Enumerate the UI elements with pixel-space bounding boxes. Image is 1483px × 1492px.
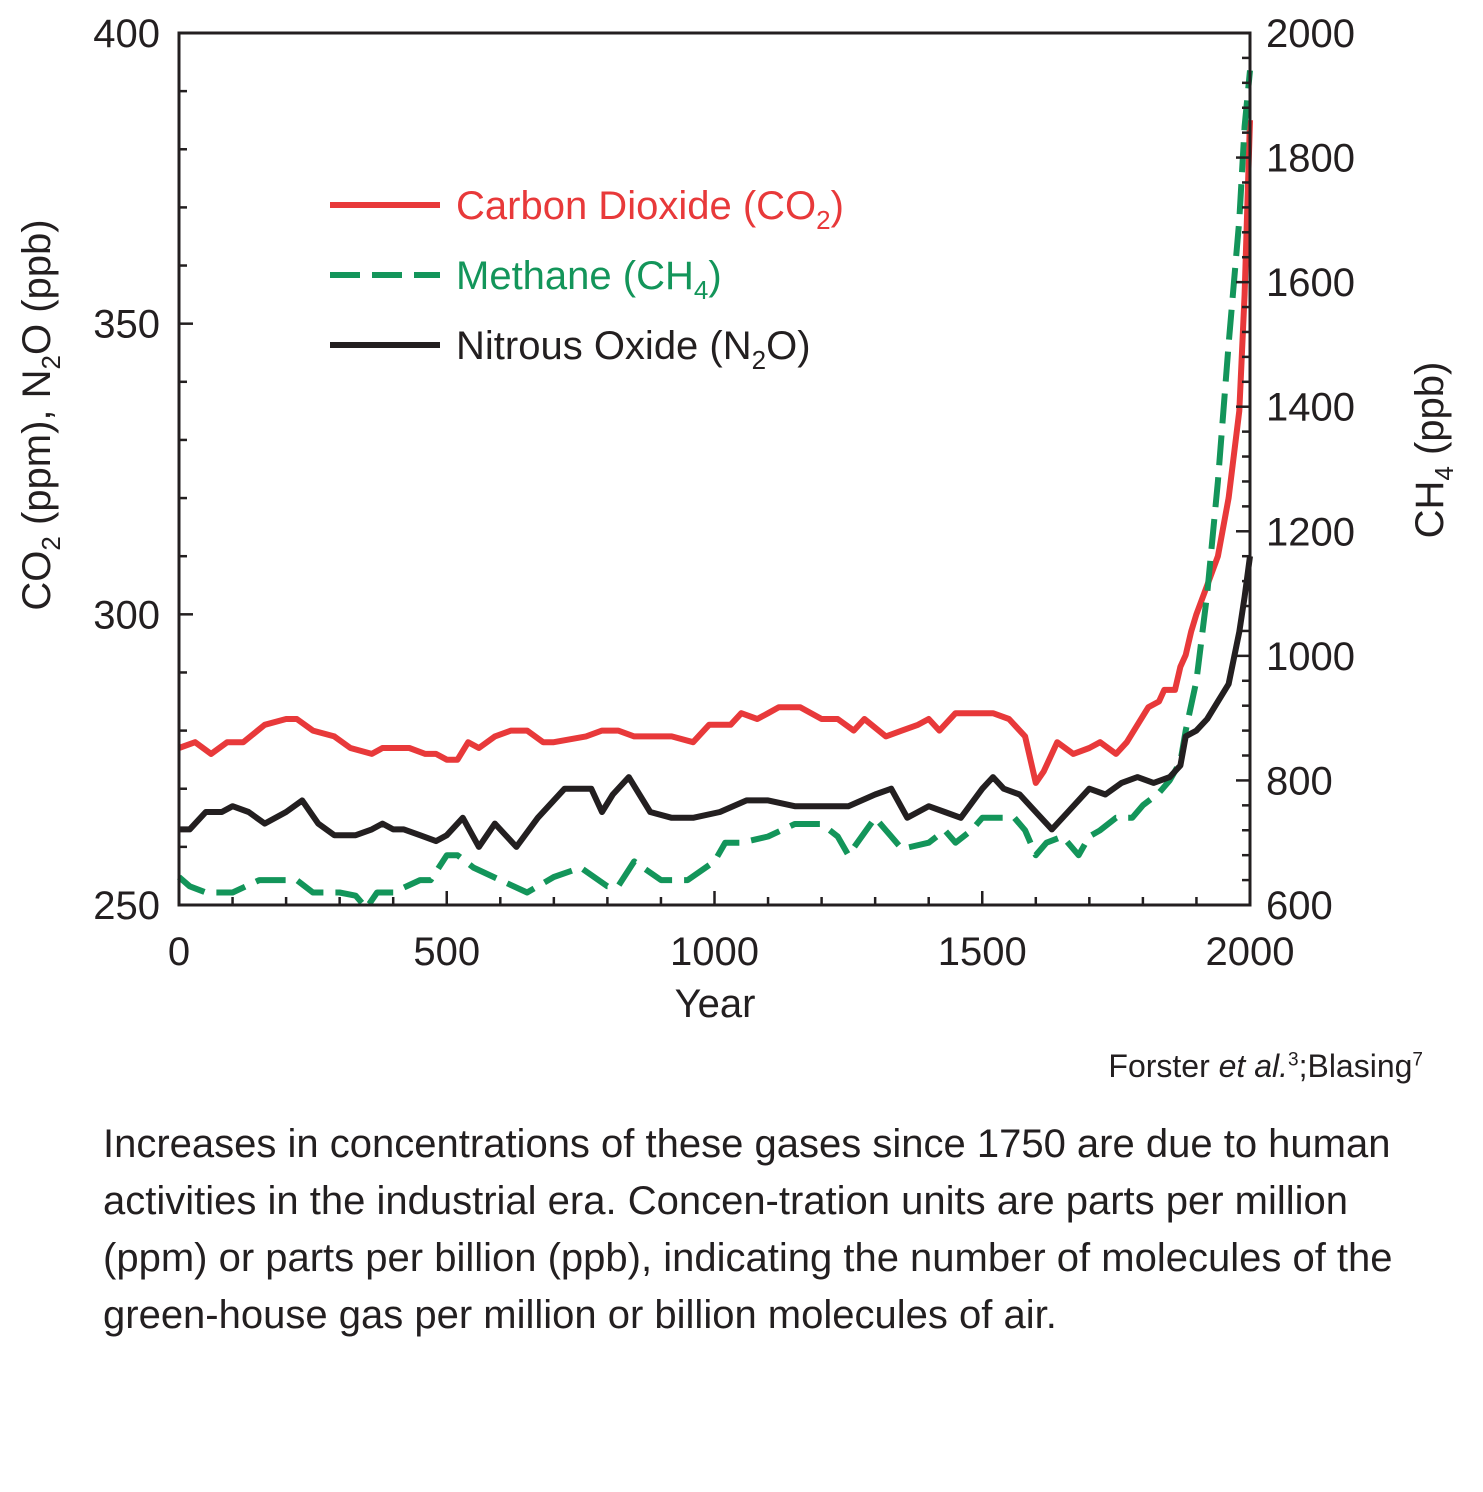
- y-right-tick-label-1000: 1000: [1266, 635, 1355, 679]
- y-right-tick-label-1400: 1400: [1266, 386, 1355, 430]
- y-right-tick-label-600: 600: [1266, 884, 1333, 928]
- plot-frame: [177, 31, 1252, 907]
- x-tick-label-1500: 1500: [938, 930, 1027, 974]
- legend-label-co2: Carbon Dioxide (CO2): [456, 184, 844, 235]
- y-left-tick-label-300: 300: [93, 593, 160, 637]
- figure-caption: Increases in concentrations of these gas…: [103, 1122, 1393, 1337]
- x-tick-label-500: 500: [413, 930, 480, 974]
- y-right-tick-label-2000: 2000: [1266, 12, 1355, 56]
- y-left-tick-label-400: 400: [93, 12, 160, 56]
- y-right-tick-label-1600: 1600: [1266, 261, 1355, 305]
- y-right-tick-label-800: 800: [1266, 759, 1333, 803]
- labels-layer: 0 500 1000 1500 2000 250 300 350 400 600 800 1000 12…: [93, 12, 1355, 974]
- series-layer: [177, 70, 1253, 912]
- source-credit: Forster et al.3;Blasing7: [1108, 1048, 1423, 1084]
- y-axis-left-title: CO2 (ppm), N2O (ppb): [15, 219, 66, 610]
- legend-label-n2o: Nitrous Oxide (N2O): [456, 324, 811, 375]
- x-tick-label-0: 0: [168, 930, 190, 974]
- chart: 0 500 1000 1500 2000 250 300 350 400 600 800 1000 12…: [15, 12, 1459, 1026]
- series-line-n2o: [179, 555, 1253, 850]
- legend: Carbon Dioxide (CO2) Methane (CH4) Nitro…: [330, 184, 844, 375]
- x-tick-label-2000: 2000: [1206, 930, 1295, 974]
- x-axis-title: Year: [675, 982, 756, 1026]
- x-tick-label-1000: 1000: [670, 930, 759, 974]
- y-left-tick-label-250: 250: [93, 884, 160, 928]
- y-right-tick-label-1800: 1800: [1266, 137, 1355, 181]
- y-axis-right-title: CH4 (ppb): [1408, 362, 1459, 539]
- y-left-tick-label-350: 350: [93, 303, 160, 347]
- legend-label-ch4: Methane (CH4): [456, 254, 722, 305]
- y-right-tick-label-1200: 1200: [1266, 510, 1355, 554]
- ticks-layer: [177, 31, 1252, 907]
- series-line-ch4: [177, 70, 1253, 912]
- series-line-co2: [177, 120, 1253, 786]
